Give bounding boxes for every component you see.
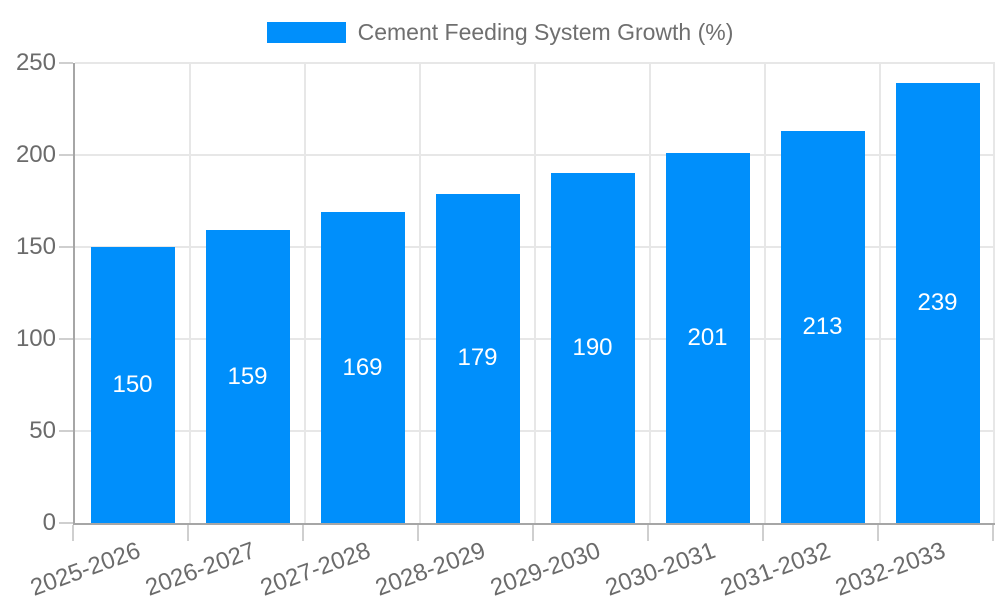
x-tick-label: 2031-2032 xyxy=(716,537,834,600)
bar-2031-2032[interactable]: 213 xyxy=(780,131,865,523)
y-tick-label: 150 xyxy=(15,233,56,260)
y-tick-label: 200 xyxy=(15,141,56,168)
x-tick-mark xyxy=(992,525,994,541)
bar-2029-2030[interactable]: 190 xyxy=(550,173,635,523)
bar-value-label: 239 xyxy=(917,289,958,317)
bar-2028-2029[interactable]: 179 xyxy=(435,193,520,523)
x-tick-label: 2027-2028 xyxy=(256,537,374,600)
legend-label: Cement Feeding System Growth (%) xyxy=(357,18,734,45)
y-tick-mark xyxy=(59,246,73,248)
bar-2032-2033[interactable]: 239 xyxy=(895,83,980,523)
legend[interactable]: Cement Feeding System Growth (%) xyxy=(0,18,1000,45)
x-tick-label: 2030-2031 xyxy=(601,537,719,600)
x-tick-mark xyxy=(647,525,649,541)
x-tick-mark xyxy=(72,525,74,541)
bar-2030-2031[interactable]: 201 xyxy=(665,153,750,523)
x-tick-label: 2032-2033 xyxy=(831,537,949,600)
bar-value-label: 190 xyxy=(572,334,613,362)
y-tick-mark xyxy=(59,430,73,432)
bar-2027-2028[interactable]: 169 xyxy=(320,212,405,523)
bar-2025-2026[interactable]: 150 xyxy=(90,247,175,523)
x-tick-label: 2028-2029 xyxy=(371,537,489,600)
bar-value-label: 169 xyxy=(342,353,383,381)
x-tick-label: 2029-2030 xyxy=(486,537,604,600)
y-tick-label: 50 xyxy=(29,417,56,444)
x-tick-mark xyxy=(877,525,879,541)
y-tick-label: 0 xyxy=(42,509,56,536)
y-tick-mark xyxy=(59,522,73,524)
bar-value-label: 179 xyxy=(457,344,498,372)
y-tick-mark xyxy=(59,62,73,64)
gridline-vertical xyxy=(304,63,306,523)
bar-value-label: 150 xyxy=(112,371,153,398)
gridline-vertical xyxy=(419,63,421,523)
gridline-vertical xyxy=(189,63,191,523)
gridline-vertical xyxy=(764,63,766,523)
bar-value-label: 213 xyxy=(802,313,843,341)
bar-value-label: 201 xyxy=(687,324,728,352)
gridline-vertical xyxy=(534,63,536,523)
gridline-vertical xyxy=(993,63,995,523)
y-tick-mark xyxy=(59,154,73,156)
y-tick-mark xyxy=(59,338,73,340)
legend-swatch-icon xyxy=(266,21,346,43)
gridline-vertical xyxy=(879,63,881,523)
x-tick-label: 2026-2027 xyxy=(141,537,259,600)
x-tick-mark xyxy=(187,525,189,541)
x-tick-mark xyxy=(302,525,304,541)
bar-value-label: 159 xyxy=(227,362,268,390)
y-tick-label: 250 xyxy=(15,49,56,76)
x-tick-label: 2025-2026 xyxy=(26,537,144,600)
bar-2026-2027[interactable]: 159 xyxy=(205,230,290,523)
plot-area: 150 159 169 179 190 201 213 239 xyxy=(73,62,995,525)
x-tick-mark xyxy=(417,525,419,541)
y-tick-label: 100 xyxy=(15,325,56,352)
x-tick-mark xyxy=(762,525,764,541)
x-tick-mark xyxy=(532,525,534,541)
gridline-vertical xyxy=(649,63,651,523)
